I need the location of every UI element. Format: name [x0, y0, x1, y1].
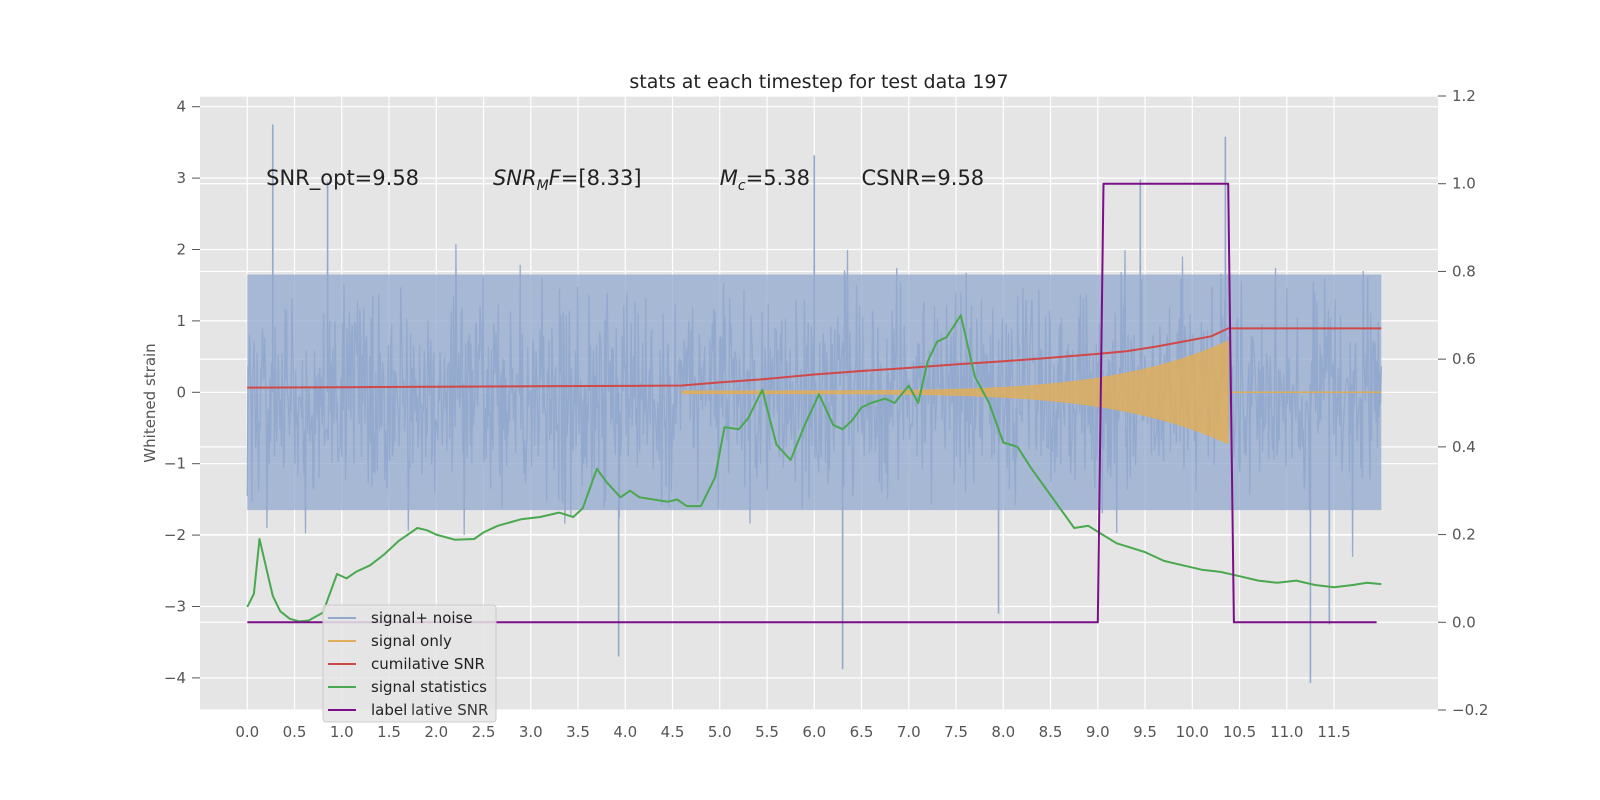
y2-tick-label: −0.2	[1452, 701, 1488, 719]
x-tick-label: 0.5	[283, 723, 307, 741]
x-tick-label: 7.0	[897, 723, 921, 741]
y2-tick-label: 0.8	[1452, 262, 1476, 280]
x-tick-label: 3.0	[519, 723, 543, 741]
signal-only-series	[681, 340, 1382, 445]
x-tick-label: 7.5	[944, 723, 968, 741]
axes: 0.0 0.5 1.0 1.5 2.0 2.5 3.0 3.5 4.0 4.5 5.0 5.5 6.0 6…	[164, 87, 1489, 741]
x-tick-label: 1.5	[377, 723, 401, 741]
y2-tick-label: 0.6	[1452, 350, 1476, 368]
x-tick-label: 2.5	[472, 723, 496, 741]
y-tick-label: 4	[176, 98, 186, 116]
y-axis-label: Whitened strain	[141, 343, 159, 462]
x-tick-label: 11.0	[1270, 723, 1303, 741]
x-tick-label: 10.0	[1176, 723, 1209, 741]
line-series	[246, 182, 1382, 624]
x-tick-label: 5.5	[755, 723, 779, 741]
chart-title: stats at each timestep for test data 197	[629, 71, 1008, 93]
x-tick-label: 10.5	[1223, 723, 1256, 741]
x-tick-label: 0.0	[235, 723, 259, 741]
signal-only-chirp	[681, 340, 1229, 445]
x-tick-label: 4.0	[613, 723, 637, 741]
legend-label: label	[371, 701, 407, 719]
y-tick-label: 3	[176, 169, 186, 187]
x-tick-label: 1.0	[330, 723, 354, 741]
annotation-text: Mc=5.38	[720, 166, 810, 194]
legend-label: cumilative SNR	[371, 655, 485, 673]
legend-label: signal+ noise	[371, 609, 473, 627]
signal-statistics-line	[246, 314, 1382, 623]
x-tick-label: 8.5	[1039, 723, 1063, 741]
legend-ghost-text: lative SNR	[411, 701, 488, 719]
x-tick-label: 4.5	[661, 723, 685, 741]
y-tick-label: −2	[164, 526, 186, 544]
x-tick-label: 11.5	[1317, 723, 1350, 741]
y-tick-label: −3	[164, 597, 186, 615]
annotation-text: SNR_opt=9.58	[266, 166, 419, 191]
x-tick-label: 3.5	[566, 723, 590, 741]
annotations: SNR_opt=9.58 SNRMF=[8.33] Mc=5.38 CSNR=9.58	[266, 166, 984, 194]
y2-tick-label: 0.4	[1452, 438, 1476, 456]
legend-label: signal only	[371, 632, 452, 650]
annotation-text: CSNR=9.58	[862, 166, 985, 190]
y-tick-label: 1	[176, 312, 186, 330]
x-tick-label: 5.0	[708, 723, 732, 741]
y-tick-label: −4	[164, 669, 186, 687]
x-tick-label: 9.5	[1133, 723, 1157, 741]
y2-tick-label: 1.0	[1452, 175, 1476, 193]
y2-tick-label: 0.0	[1452, 613, 1476, 631]
y2-tick-label: 0.2	[1452, 526, 1476, 544]
label-line	[247, 182, 1377, 624]
y2-tick-label: 1.2	[1452, 87, 1476, 105]
y-tick-label: 2	[176, 241, 186, 259]
y-tick-label: 0	[176, 383, 186, 401]
legend-label: signal statistics	[371, 678, 487, 696]
legend: signal+ noise signal only cumilative SNR si…	[322, 604, 497, 723]
y-tick-label: −1	[164, 455, 186, 473]
x-tick-label: 8.0	[991, 723, 1015, 741]
annotation-text: SNRMF=[8.33]	[493, 166, 642, 194]
x-tick-label: 9.0	[1086, 723, 1110, 741]
x-tick-label: 6.0	[802, 723, 826, 741]
x-tick-label: 2.0	[424, 723, 448, 741]
x-tick-label: 6.5	[850, 723, 874, 741]
legend-box	[322, 604, 497, 723]
